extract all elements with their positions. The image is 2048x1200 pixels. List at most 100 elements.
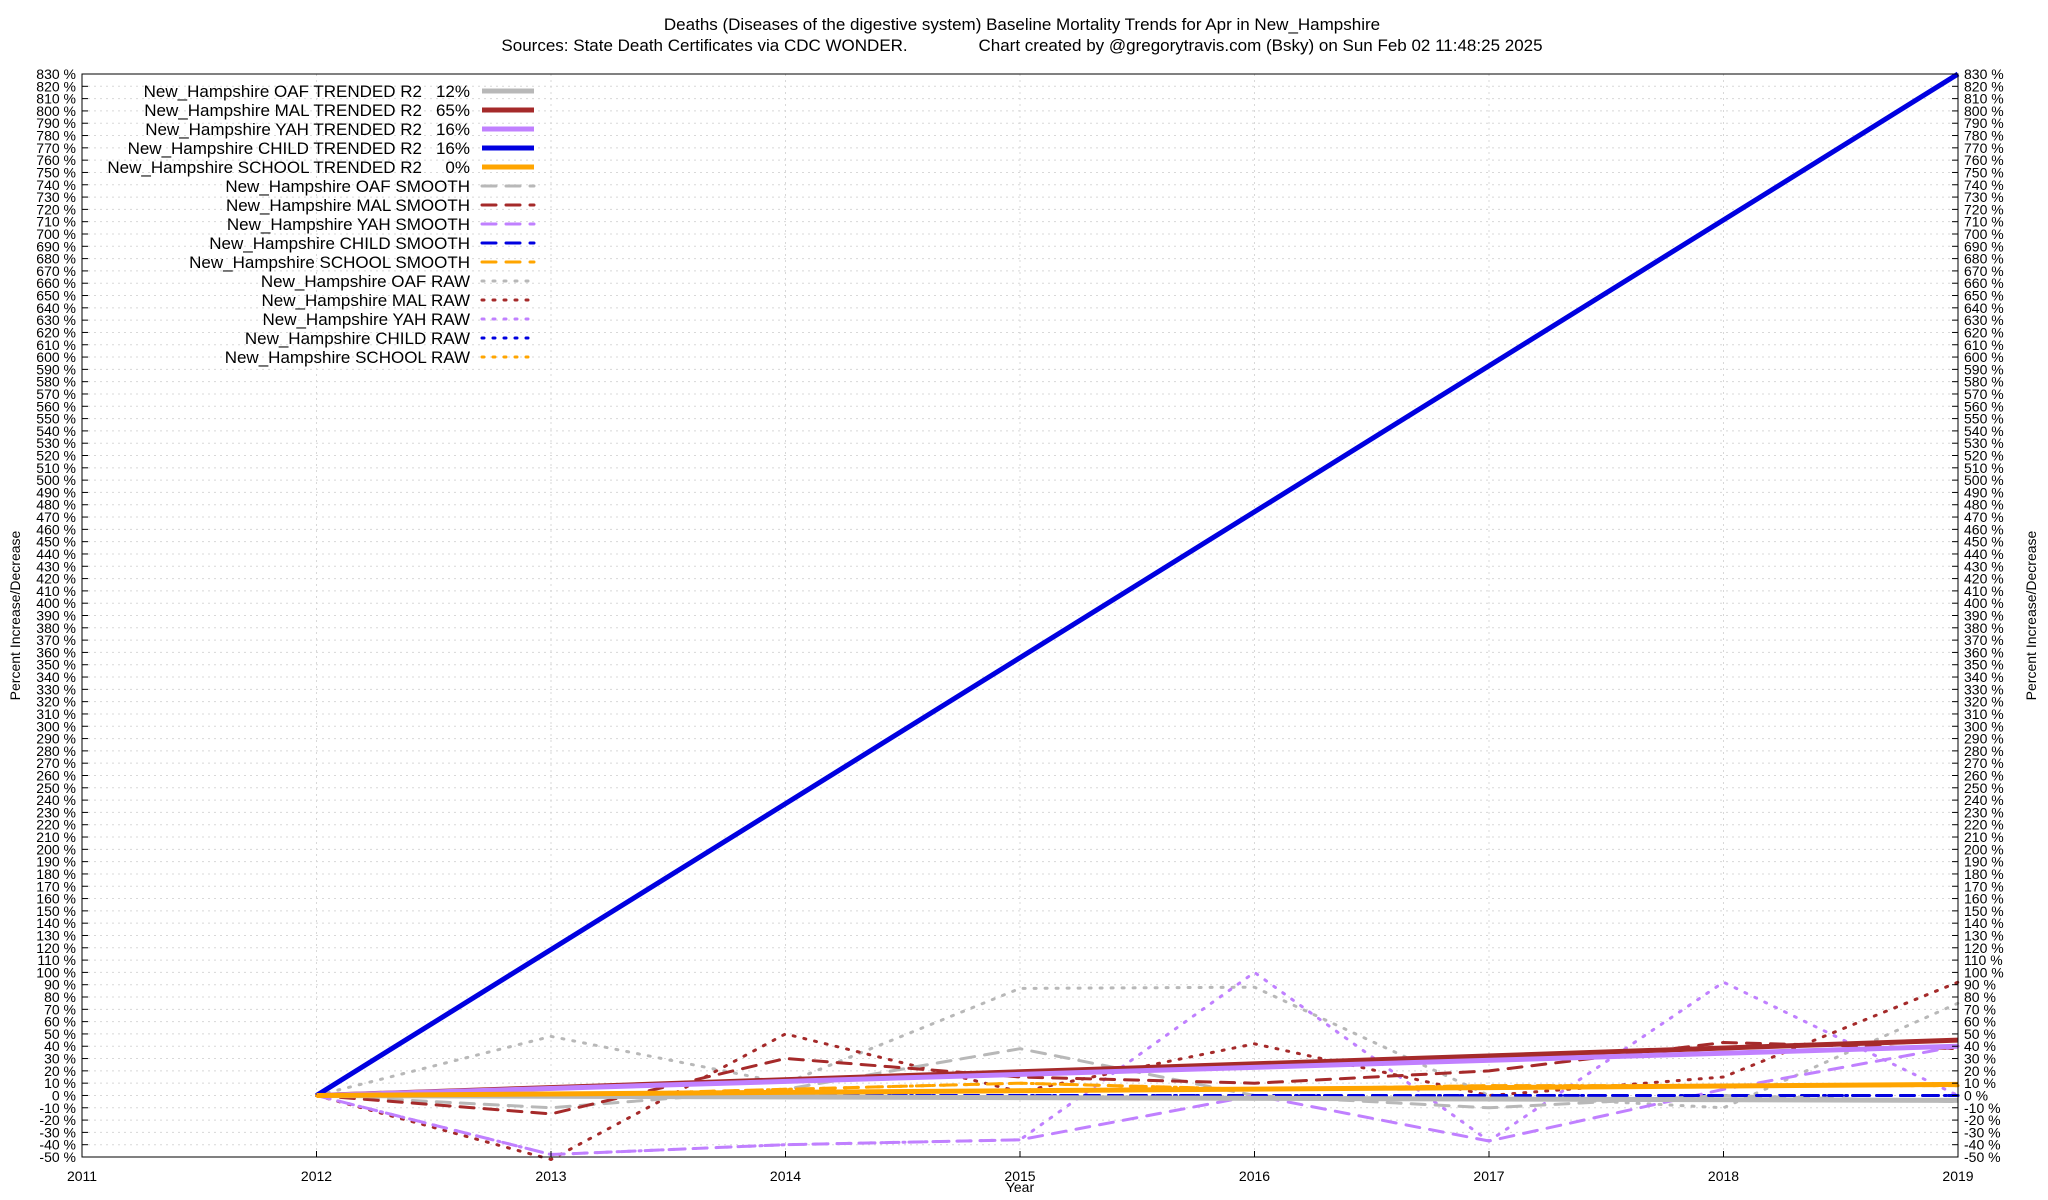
legend-label-new-hampshire-mal-smooth: New_Hampshire MAL SMOOTH (226, 196, 470, 215)
y-tick-label: 20 % (44, 1063, 76, 1079)
y-axis-label-left: Percent Increase/Decrease (7, 530, 23, 700)
y-tick-label: 310 % (36, 706, 76, 722)
y-tick-label: 400 % (36, 595, 76, 611)
y-tick-label: 690 % (36, 238, 76, 254)
series-line-new-hampshire-yah-raw (315, 970, 1960, 1156)
y-tick-label: 530 % (1964, 435, 2004, 451)
y-tick-label: 180 % (1964, 866, 2004, 882)
y-tick-label: 680 % (36, 251, 76, 267)
y-tick-label: 390 % (1964, 608, 2004, 624)
y-tick-label: 120 % (36, 940, 76, 956)
y-tick-label: 560 % (36, 398, 76, 414)
series-lines (315, 71, 1960, 1161)
y-tick-label: 640 % (1964, 300, 2004, 316)
legend-label-new-hampshire-child-raw: New_Hampshire CHILD RAW (245, 329, 470, 348)
y-tick-label: 420 % (36, 571, 76, 587)
y-tick-label: 430 % (1964, 558, 2004, 574)
y-tick-label: 540 % (1964, 423, 2004, 439)
y-tick-label: 750 % (36, 164, 76, 180)
legend: New_Hampshire OAF TRENDED R2 12% New_Hamps… (107, 82, 536, 367)
y-tick-label: 260 % (1964, 767, 2004, 783)
y-tick-label: 600 % (36, 349, 76, 365)
y-tick-label: 360 % (1964, 644, 2004, 660)
y-tick-label: 620 % (36, 324, 76, 340)
y-tick-label: 490 % (1964, 484, 2004, 500)
y-tick-label: 270 % (1964, 755, 2004, 771)
y-tick-label: 200 % (1964, 841, 2004, 857)
legend-label-new-hampshire-school-raw: New_Hampshire SCHOOL RAW (225, 348, 470, 367)
y-tick-label: 430 % (36, 558, 76, 574)
y-tick-label: 50 % (1964, 1026, 1996, 1042)
y-tick-label: 30 % (44, 1051, 76, 1067)
y-tick-label: 700 % (36, 226, 76, 242)
legend-label-new-hampshire-school-trended-r2: New_Hampshire SCHOOL TRENDED R2 (107, 158, 422, 177)
y-tick-label: 240 % (1964, 792, 2004, 808)
y-tick-label: 180 % (36, 866, 76, 882)
y-tick-label: 500 % (1964, 472, 2004, 488)
y-tick-label: 760 % (36, 152, 76, 168)
y-tick-label: 590 % (1964, 361, 2004, 377)
legend-label-new-hampshire-oaf-raw: New_Hampshire OAF RAW (261, 272, 470, 291)
y-tick-label: 100 % (36, 964, 76, 980)
y-tick-label: 600 % (1964, 349, 2004, 365)
y-tick-label: 0 % (52, 1087, 76, 1103)
y-tick-label: 230 % (36, 804, 76, 820)
y-tick-label: 410 % (1964, 583, 2004, 599)
y-tick-label: 250 % (1964, 780, 2004, 796)
y-tick-label: 340 % (1964, 669, 2004, 685)
y-tick-label: 420 % (1964, 571, 2004, 587)
y-tick-label: 30 % (1964, 1051, 1996, 1067)
y-tick-label: 660 % (36, 275, 76, 291)
x-tick-label: 2013 (535, 1168, 566, 1184)
y-tick-label: 610 % (36, 337, 76, 353)
y-tick-label: 440 % (1964, 546, 2004, 562)
y-tick-label: 460 % (36, 521, 76, 537)
legend-r2-new-hampshire-mal-trended-r2: 65% (436, 101, 470, 120)
y-tick-label: 740 % (1964, 177, 2004, 193)
chart-subtitle: Sources: State Death Certificates via CD… (501, 36, 1542, 55)
y-tick-label: 550 % (1964, 411, 2004, 427)
y-tick-label: -30 % (1964, 1124, 2001, 1140)
y-tick-label: 190 % (36, 854, 76, 870)
y-tick-label: 210 % (1964, 829, 2004, 845)
y-tick-label: 110 % (1964, 952, 2003, 968)
y-tick-label: 790 % (36, 115, 76, 131)
y-tick-label: 280 % (36, 743, 76, 759)
y-tick-label: 240 % (36, 792, 76, 808)
y-tick-label: 440 % (36, 546, 76, 562)
y-tick-label: 290 % (1964, 731, 2004, 747)
y-tick-label: 800 % (36, 103, 76, 119)
y-tick-label: 630 % (36, 312, 76, 328)
y-tick-label: 630 % (1964, 312, 2004, 328)
y-tick-label: 50 % (44, 1026, 76, 1042)
y-tick-label: 350 % (1964, 657, 2004, 673)
y-tick-label: -30 % (39, 1124, 76, 1140)
y-tick-label: 130 % (36, 927, 76, 943)
y-tick-label: 660 % (1964, 275, 2004, 291)
y-tick-label: -40 % (1964, 1137, 2001, 1153)
y-tick-label: 270 % (36, 755, 76, 771)
x-tick-label: 2019 (1942, 1168, 1973, 1184)
series-line-new-hampshire-yah-smooth (315, 1044, 1960, 1156)
y-tick-label: 770 % (36, 140, 76, 156)
y-tick-label: 530 % (36, 435, 76, 451)
y-tick-label: 130 % (1964, 927, 2004, 943)
y-tick-label: 820 % (1964, 78, 2004, 94)
y-tick-label: 570 % (36, 386, 76, 402)
y-tick-label: 730 % (1964, 189, 2004, 205)
y-tick-label: 200 % (36, 841, 76, 857)
y-tick-label: 70 % (1964, 1001, 1996, 1017)
y-tick-label: 90 % (44, 977, 76, 993)
legend-r2-new-hampshire-yah-trended-r2: 16% (436, 120, 470, 139)
y-tick-label: 160 % (1964, 891, 2004, 907)
y-tick-label: 350 % (36, 657, 76, 673)
y-tick-label: 310 % (1964, 706, 2004, 722)
y-tick-label: 360 % (36, 644, 76, 660)
y-tick-label: -50 % (1964, 1149, 2001, 1165)
y-tick-label: 0 % (1964, 1087, 1988, 1103)
legend-r2-new-hampshire-child-trended-r2: 16% (436, 139, 470, 158)
y-tick-label: 820 % (36, 78, 76, 94)
legend-r2-new-hampshire-oaf-trended-r2: 12% (436, 82, 470, 101)
y-tick-label: 370 % (36, 632, 76, 648)
x-tick-label: 2018 (1708, 1168, 1739, 1184)
